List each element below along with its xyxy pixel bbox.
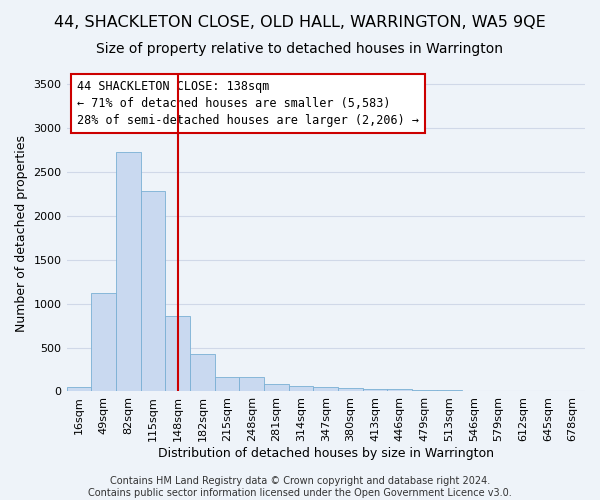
Text: Size of property relative to detached houses in Warrington: Size of property relative to detached ho…	[97, 42, 503, 56]
Bar	[215, 377, 239, 392]
Bar	[412, 390, 437, 392]
Bar	[91, 293, 116, 392]
Bar	[338, 388, 363, 392]
Bar	[264, 384, 289, 392]
Bar	[289, 386, 313, 392]
Text: 44 SHACKLETON CLOSE: 138sqm
← 71% of detached houses are smaller (5,583)
28% of : 44 SHACKLETON CLOSE: 138sqm ← 71% of det…	[77, 80, 419, 126]
Bar	[190, 354, 215, 392]
Y-axis label: Number of detached properties: Number of detached properties	[15, 134, 28, 332]
Bar	[363, 389, 388, 392]
Text: Contains HM Land Registry data © Crown copyright and database right 2024.
Contai: Contains HM Land Registry data © Crown c…	[88, 476, 512, 498]
Bar	[140, 191, 165, 392]
X-axis label: Distribution of detached houses by size in Warrington: Distribution of detached houses by size …	[158, 447, 494, 460]
Bar	[486, 391, 511, 392]
Bar	[313, 386, 338, 392]
Bar	[437, 390, 461, 392]
Bar	[165, 316, 190, 392]
Bar	[239, 378, 264, 392]
Bar	[116, 152, 140, 392]
Text: 44, SHACKLETON CLOSE, OLD HALL, WARRINGTON, WA5 9QE: 44, SHACKLETON CLOSE, OLD HALL, WARRINGT…	[54, 15, 546, 30]
Bar	[388, 390, 412, 392]
Bar	[461, 390, 486, 392]
Bar	[67, 387, 91, 392]
